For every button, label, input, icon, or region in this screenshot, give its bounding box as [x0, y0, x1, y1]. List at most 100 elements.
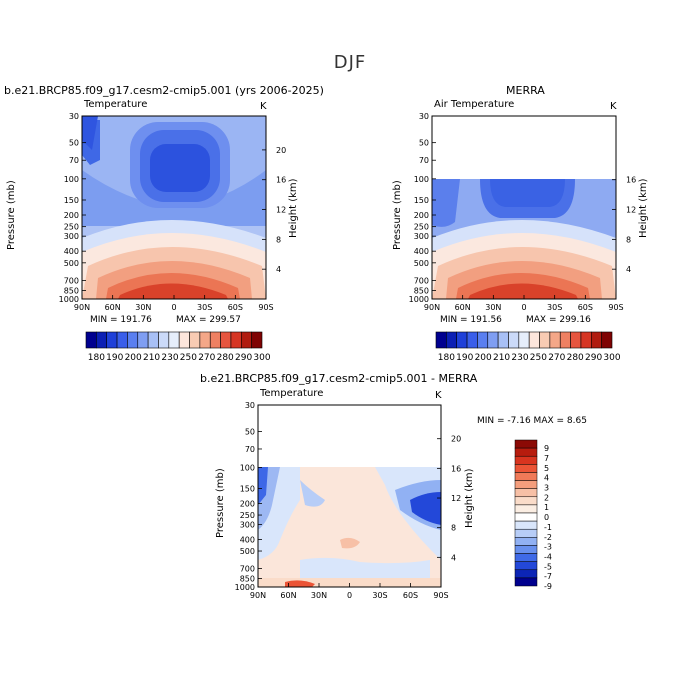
panel3-rtick-label: 16	[451, 464, 461, 473]
colorbar-temperature-left-swatch	[127, 331, 139, 349]
panel2-ytick-label: 100	[414, 175, 429, 184]
panel1-ytick-label: 200	[64, 211, 79, 220]
panel1-xtick-label: 30N	[135, 303, 151, 312]
panel1-xtick-label: 90S	[258, 303, 273, 312]
colorbar-temperature: 180 190 200 210 230 250 270 280 290 300 180 190 200 2…	[85, 331, 621, 363]
colorbar-temperature-right-swatch	[590, 331, 602, 349]
colorbar-temperature-right-label: 200	[475, 353, 492, 363]
panel1-tropopause-core	[150, 144, 210, 192]
panel2-rtick-label: 16	[626, 176, 636, 185]
panel1-rtick-label: 4	[276, 265, 281, 274]
panel2-xtick-label: 90S	[608, 303, 623, 312]
colorbar-temperature-right-label: 180	[438, 353, 455, 363]
colorbar-difference-swatch	[514, 439, 538, 449]
colorbar-temperature-left-swatch	[251, 331, 263, 349]
colorbar-temperature-right-swatch	[456, 331, 468, 349]
colorbar-temperature-left-swatch	[96, 331, 108, 349]
colorbar-temperature-left-swatch	[137, 331, 149, 349]
colorbar-difference-label: 5	[544, 464, 549, 473]
colorbar-temperature-right-swatch	[487, 331, 499, 349]
colorbar-difference-label: 0	[544, 513, 549, 522]
panel3-xtick-label: 90S	[433, 591, 448, 600]
colorbar-temperature-left-label: 190	[106, 353, 123, 363]
colorbar-difference-swatch	[514, 520, 538, 530]
panel2-ytick-label: 850	[414, 287, 429, 296]
panel3-rtick-label: 12	[451, 494, 461, 503]
panel2-tropopause-core	[490, 179, 565, 207]
colorbar-difference-label: -9	[544, 582, 552, 591]
panel1-units: K	[260, 101, 267, 112]
panel3-ytick-label: 150	[240, 485, 255, 494]
colorbar-difference-swatch	[514, 545, 538, 554]
panel3-title: b.e21.BRCP85.f09_g17.cesm2-cmip5.001 - M…	[200, 372, 478, 385]
colorbar-temperature-right-swatch	[580, 331, 592, 349]
colorbar-temperature-right-swatch	[559, 331, 571, 349]
colorbar-temperature-right-swatch	[466, 331, 478, 349]
panel2-xtick-label: 30S	[547, 303, 562, 312]
colorbar-temperature-left-swatch	[106, 331, 118, 349]
panel3-xtick-label: 30S	[372, 591, 387, 600]
colorbar-temperature-right-swatch	[508, 331, 520, 349]
colorbar-difference-label: 1	[544, 503, 549, 512]
panel1-ylabel: Pressure (mb)	[6, 180, 17, 250]
panel2-ytick-label: 1000	[409, 295, 429, 304]
panel2-ytick-label: 30	[419, 112, 429, 121]
panel1-xtick-label: 0	[171, 303, 176, 312]
colorbar-difference-label: -7	[544, 572, 552, 581]
panel2-ytick-label: 400	[414, 247, 429, 256]
panel2-band-300	[468, 283, 578, 299]
panel3-ytick-label: 400	[240, 535, 255, 544]
panel2-ytick-label: 300	[414, 232, 429, 241]
colorbar-temperature-left-swatch	[209, 331, 221, 349]
panel3-ytick-label: 1000	[235, 583, 255, 592]
colorbar-difference-swatch	[514, 455, 538, 465]
panel3-low-negative	[300, 557, 430, 578]
colorbar-temperature-left-swatch	[240, 331, 252, 349]
colorbar-temperature-right-swatch	[477, 331, 489, 349]
colorbar-temperature-left-label: 290	[235, 353, 252, 363]
colorbar-difference-swatch	[514, 553, 538, 562]
panel1-ytick-label: 700	[64, 276, 79, 285]
colorbar-temperature-left-swatch	[199, 331, 211, 349]
panel3-sh-negative-core	[410, 492, 441, 525]
colorbar-temperature-left-label: 270	[198, 353, 215, 363]
panel2-min: MIN = 191.56	[440, 315, 502, 325]
panel3-xtick-label: 90N	[250, 591, 266, 600]
panel2-ytick-label: 50	[419, 139, 429, 148]
colorbar-temperature-left-swatch	[116, 331, 128, 349]
colorbar-temperature-left-label: 230	[161, 353, 178, 363]
colorbar-difference-label: 4	[544, 474, 549, 483]
panel1-ytick-label: 50	[69, 139, 79, 148]
panel2-xtick-label: 60S	[578, 303, 593, 312]
panel2-ytick-label: 700	[414, 276, 429, 285]
colorbar-difference-label: -2	[544, 533, 552, 542]
colorbar-temperature-right-label: 280	[567, 353, 584, 363]
colorbar-temperature-right-swatch	[601, 331, 613, 349]
panel1-ytick-label: 70	[69, 156, 79, 165]
panel1-xtick-label: 30S	[197, 303, 212, 312]
panel1-ytick-label: 150	[64, 196, 79, 205]
colorbar-difference-label: -1	[544, 523, 552, 532]
colorbar-difference-swatch	[514, 504, 538, 514]
panel2-ytick-label: 200	[414, 211, 429, 220]
colorbar-difference-label: -3	[544, 543, 552, 552]
panel1-ytick-label: 250	[64, 223, 79, 232]
panel2-ytick-label: 70	[419, 156, 429, 165]
panel1-title: b.e21.BRCP85.f09_g17.cesm2-cmip5.001 (yr…	[4, 84, 324, 97]
colorbar-difference-label: 2	[544, 493, 549, 502]
panel2-rtick-label: 4	[626, 265, 631, 274]
colorbar-difference-swatch	[514, 488, 538, 498]
colorbar-difference-swatch	[514, 496, 538, 506]
colorbar-temperature-right-label: 270	[548, 353, 565, 363]
colorbar-temperature-left-swatch	[230, 331, 242, 349]
colorbar-difference-swatch	[514, 464, 538, 473]
panel3-positive-blob	[340, 537, 360, 549]
panel2-polar-cold	[432, 179, 460, 227]
panel3-xtick-label: 0	[347, 591, 352, 600]
panel1-max: MAX = 299.57	[176, 315, 241, 325]
panel3-units: K	[435, 390, 442, 401]
colorbar-temperature-right-label: 230	[511, 353, 528, 363]
panel1-xtick-label: 60N	[105, 303, 121, 312]
panel3-ytick-label: 250	[240, 511, 255, 520]
panel3-ytick-label: 100	[240, 463, 255, 472]
